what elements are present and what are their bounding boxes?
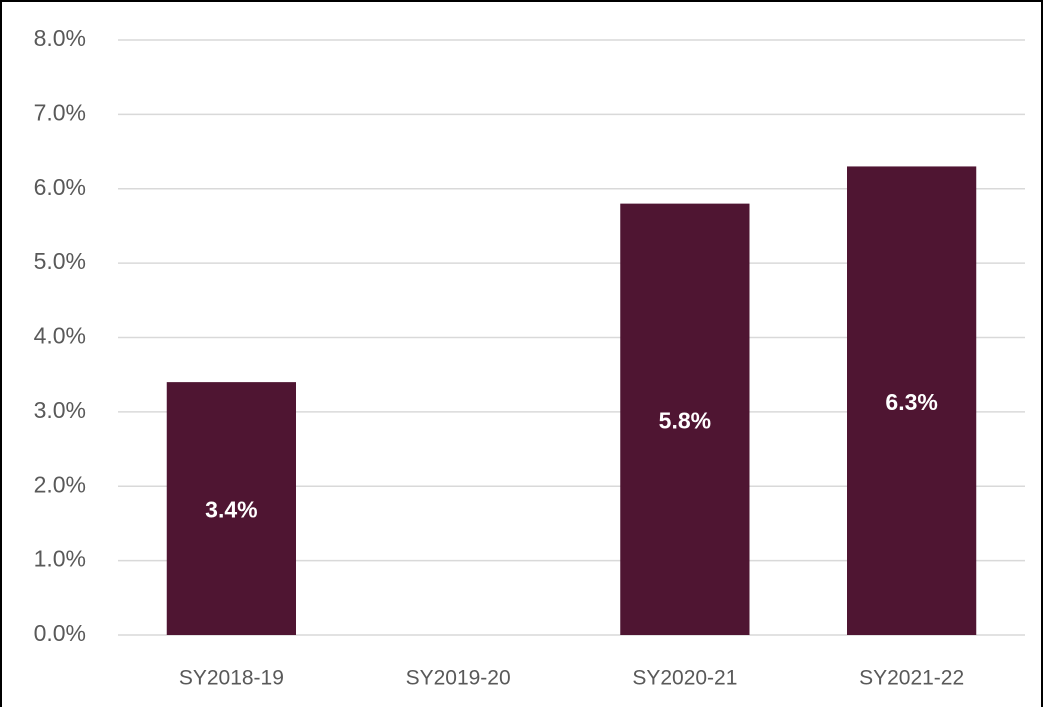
bar: [620, 203, 750, 635]
y-tick-label: 7.0%: [34, 99, 86, 125]
bar: [166, 382, 296, 635]
x-tick-label: SY2021-22: [859, 667, 964, 690]
y-tick-label: 0.0%: [34, 620, 86, 646]
x-tick-label: SY2018-19: [179, 667, 284, 690]
y-tick-label: 3.0%: [34, 397, 86, 423]
x-tick-label: SY2019-20: [406, 667, 511, 690]
y-tick-label: 6.0%: [34, 174, 86, 200]
y-tick-label: 4.0%: [34, 323, 86, 349]
y-tick-label: 8.0%: [34, 25, 86, 51]
bar: [847, 166, 977, 635]
y-tick-label: 2.0%: [34, 471, 86, 497]
y-tick-label: 1.0%: [34, 546, 86, 572]
value-label: 3.4%: [205, 497, 257, 523]
x-tick-label: SY2020-21: [632, 667, 737, 690]
y-tick-label: 5.0%: [34, 248, 86, 274]
value-label: 6.3%: [885, 389, 937, 415]
value-label: 5.8%: [659, 407, 711, 433]
